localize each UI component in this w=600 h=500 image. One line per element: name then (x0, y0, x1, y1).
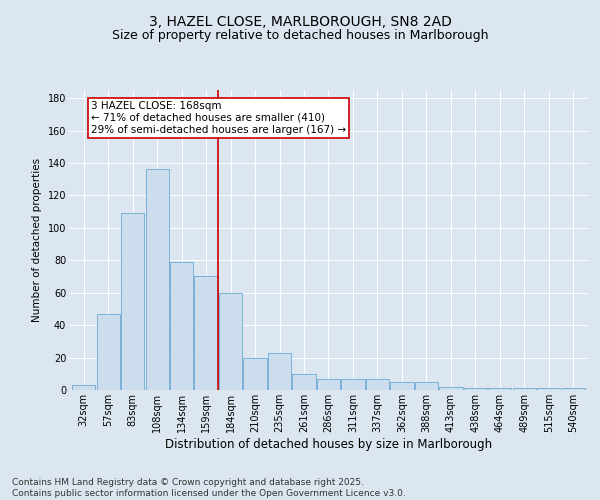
Bar (268, 352, 291, 390)
Bar (513, 388, 536, 390)
Bar (244, 358, 266, 390)
Bar (562, 388, 585, 390)
Y-axis label: Number of detached properties: Number of detached properties (32, 158, 42, 322)
Bar (170, 262, 193, 390)
X-axis label: Distribution of detached houses by size in Marlborough: Distribution of detached houses by size … (165, 438, 492, 450)
Bar (488, 388, 511, 390)
Bar (537, 388, 560, 390)
Bar (72, 385, 95, 390)
Bar (121, 213, 144, 390)
Text: 3 HAZEL CLOSE: 168sqm
← 71% of detached houses are smaller (410)
29% of semi-det: 3 HAZEL CLOSE: 168sqm ← 71% of detached … (91, 102, 346, 134)
Bar (219, 292, 242, 390)
Text: Size of property relative to detached houses in Marlborough: Size of property relative to detached ho… (112, 28, 488, 42)
Bar (366, 378, 389, 390)
Bar (439, 387, 463, 390)
Bar (464, 388, 487, 390)
Bar (292, 374, 316, 390)
Text: Contains HM Land Registry data © Crown copyright and database right 2025.
Contai: Contains HM Land Registry data © Crown c… (12, 478, 406, 498)
Bar (415, 382, 438, 390)
Text: 3, HAZEL CLOSE, MARLBOROUGH, SN8 2AD: 3, HAZEL CLOSE, MARLBOROUGH, SN8 2AD (149, 16, 451, 30)
Bar (317, 378, 340, 390)
Bar (341, 378, 365, 390)
Bar (391, 382, 413, 390)
Bar (97, 314, 120, 390)
Bar (194, 276, 218, 390)
Bar (146, 170, 169, 390)
